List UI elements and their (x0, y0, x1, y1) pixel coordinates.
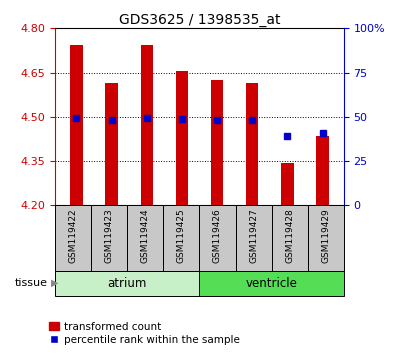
Bar (246, 83, 258, 205)
Legend: transformed count, percentile rank within the sample: transformed count, percentile rank withi… (45, 317, 245, 349)
Text: GSM119424: GSM119424 (141, 209, 150, 263)
Text: GSM119422: GSM119422 (69, 209, 78, 263)
Text: ventricle: ventricle (246, 277, 297, 290)
Bar (211, 80, 223, 205)
Text: GSM119427: GSM119427 (249, 209, 258, 263)
Text: GSM119423: GSM119423 (105, 209, 114, 263)
Text: GSM119426: GSM119426 (213, 209, 222, 263)
Text: GSM119428: GSM119428 (285, 209, 294, 263)
Text: atrium: atrium (108, 277, 147, 290)
Bar (316, 136, 329, 205)
Bar (105, 83, 118, 205)
Bar (281, 162, 293, 205)
Text: tissue: tissue (14, 278, 47, 288)
Bar (141, 45, 153, 205)
Bar (176, 71, 188, 205)
Text: GSM119429: GSM119429 (321, 209, 330, 263)
Text: ▶: ▶ (51, 278, 59, 288)
Text: GSM119425: GSM119425 (177, 209, 186, 263)
Bar (70, 45, 83, 205)
Title: GDS3625 / 1398535_at: GDS3625 / 1398535_at (119, 13, 280, 27)
